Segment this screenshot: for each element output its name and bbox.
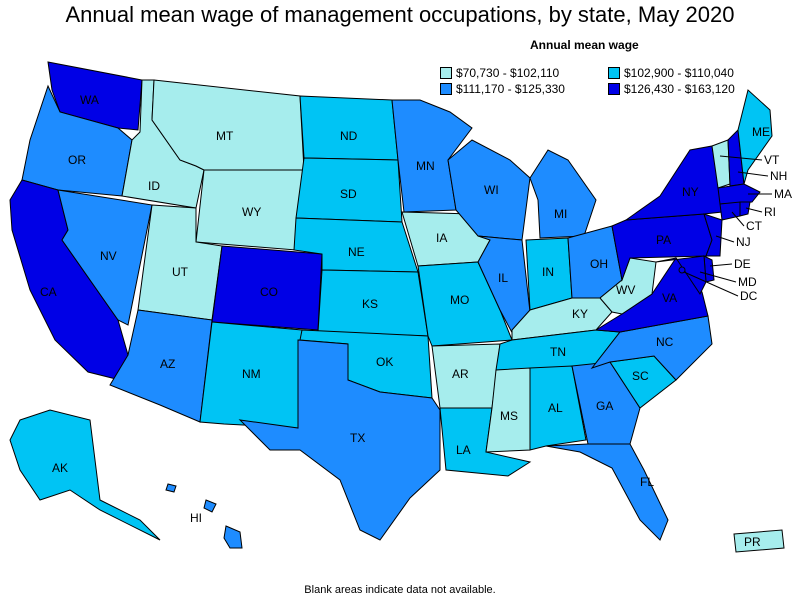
label-NV: NV [100, 249, 117, 263]
label-SC: SC [632, 369, 649, 383]
label-IL: IL [498, 271, 508, 285]
label-MT: MT [216, 129, 234, 143]
label-RI: RI [764, 205, 776, 219]
label-IN: IN [542, 265, 554, 279]
state-AK[interactable] [9, 409, 161, 541]
leader-MD [699, 271, 737, 283]
state-HI-big-island[interactable] [223, 525, 243, 549]
label-KS: KS [362, 297, 378, 311]
legend-swatch-2 [608, 67, 620, 79]
legend-item-2: $102,900 - $110,040 [608, 66, 734, 80]
leader-DC [683, 271, 739, 297]
label-OR: OR [68, 153, 86, 167]
label-KY: KY [572, 307, 588, 321]
label-NE: NE [348, 245, 365, 259]
state-MA[interactable] [717, 183, 761, 205]
legend-label-1: $70,730 - $102,110 [456, 66, 560, 80]
state-HI[interactable] [165, 483, 177, 493]
legend-swatch-1 [440, 67, 452, 79]
label-CO: CO [260, 285, 278, 299]
state-MD[interactable] [655, 255, 707, 295]
legend-swatch-3 [440, 83, 452, 95]
state-WI[interactable] [447, 139, 531, 241]
label-NY: NY [682, 185, 699, 199]
label-NJ: NJ [736, 235, 751, 249]
label-MS: MS [500, 409, 518, 423]
state-IL[interactable] [477, 235, 531, 342]
state-PR[interactable] [733, 529, 785, 553]
label-FL: FL [640, 475, 654, 489]
state-NY[interactable] [624, 145, 723, 221]
label-CT: CT [746, 219, 763, 233]
label-OK: OK [376, 355, 393, 369]
label-WI: WI [484, 183, 499, 197]
state-FL[interactable] [545, 443, 669, 541]
label-AZ: AZ [160, 357, 175, 371]
label-VA: VA [662, 291, 677, 305]
map-title: Annual mean wage of management occupatio… [65, 2, 735, 27]
label-WV: WV [616, 283, 635, 297]
label-ND: ND [340, 129, 358, 143]
leader-VT [719, 155, 763, 161]
state-RI[interactable] [739, 201, 751, 217]
leader-RI [745, 207, 763, 213]
leader-NJ [715, 235, 735, 243]
state-NJ[interactable] [703, 213, 723, 257]
legend-label-2: $102,900 - $110,040 [624, 66, 734, 80]
label-SD: SD [340, 187, 357, 201]
state-MS[interactable] [485, 367, 531, 453]
label-AR: AR [452, 367, 469, 381]
label-MN: MN [416, 159, 435, 173]
label-CA: CA [40, 285, 57, 299]
label-PA: PA [656, 233, 671, 247]
state-DC[interactable] [678, 266, 686, 274]
label-IA: IA [436, 231, 447, 245]
label-WA: WA [80, 93, 99, 107]
label-ID: ID [148, 179, 160, 193]
label-PR: PR [744, 535, 761, 549]
label-TX: TX [350, 431, 365, 445]
legend-label-4: $126,430 - $163,120 [624, 82, 735, 96]
legend-title: Annual mean wage [530, 38, 639, 52]
label-NC: NC [656, 335, 674, 349]
label-DC: DC [740, 289, 758, 303]
label-GA: GA [596, 399, 613, 413]
label-HI: HI [190, 511, 202, 525]
label-VT: VT [764, 153, 780, 167]
label-MD: MD [738, 275, 757, 289]
label-AL: AL [548, 401, 563, 415]
label-WY: WY [242, 205, 261, 219]
label-MI: MI [554, 207, 567, 221]
label-UT: UT [172, 265, 189, 279]
state-MI[interactable] [529, 149, 597, 239]
legend-item-1: $70,730 - $102,110 [440, 66, 559, 80]
state-HI-maui[interactable] [203, 499, 217, 513]
legend-item-3: $111,170 - $125,330 [440, 82, 565, 96]
label-MO: MO [450, 293, 469, 307]
label-MA: MA [774, 187, 792, 201]
label-LA: LA [456, 443, 471, 457]
state-ND[interactable] [299, 95, 399, 161]
footnote: Blank areas indicate data not available. [304, 584, 496, 596]
legend-item-4: $126,430 - $163,120 [608, 82, 735, 96]
legend-swatch-4 [608, 83, 620, 95]
label-AK: AK [52, 461, 68, 475]
label-TN: TN [550, 345, 566, 359]
state-TX[interactable] [238, 339, 441, 541]
leader-CT [731, 211, 745, 227]
leader-NH [737, 171, 769, 177]
label-ME: ME [752, 125, 770, 139]
leader-DE [709, 263, 733, 267]
legend-label-3: $111,170 - $125,330 [456, 82, 565, 96]
state-AL[interactable] [529, 365, 587, 451]
label-NM: NM [242, 367, 261, 381]
label-DE: DE [734, 257, 751, 271]
label-OH: OH [590, 257, 608, 271]
label-NH: NH [770, 169, 787, 183]
